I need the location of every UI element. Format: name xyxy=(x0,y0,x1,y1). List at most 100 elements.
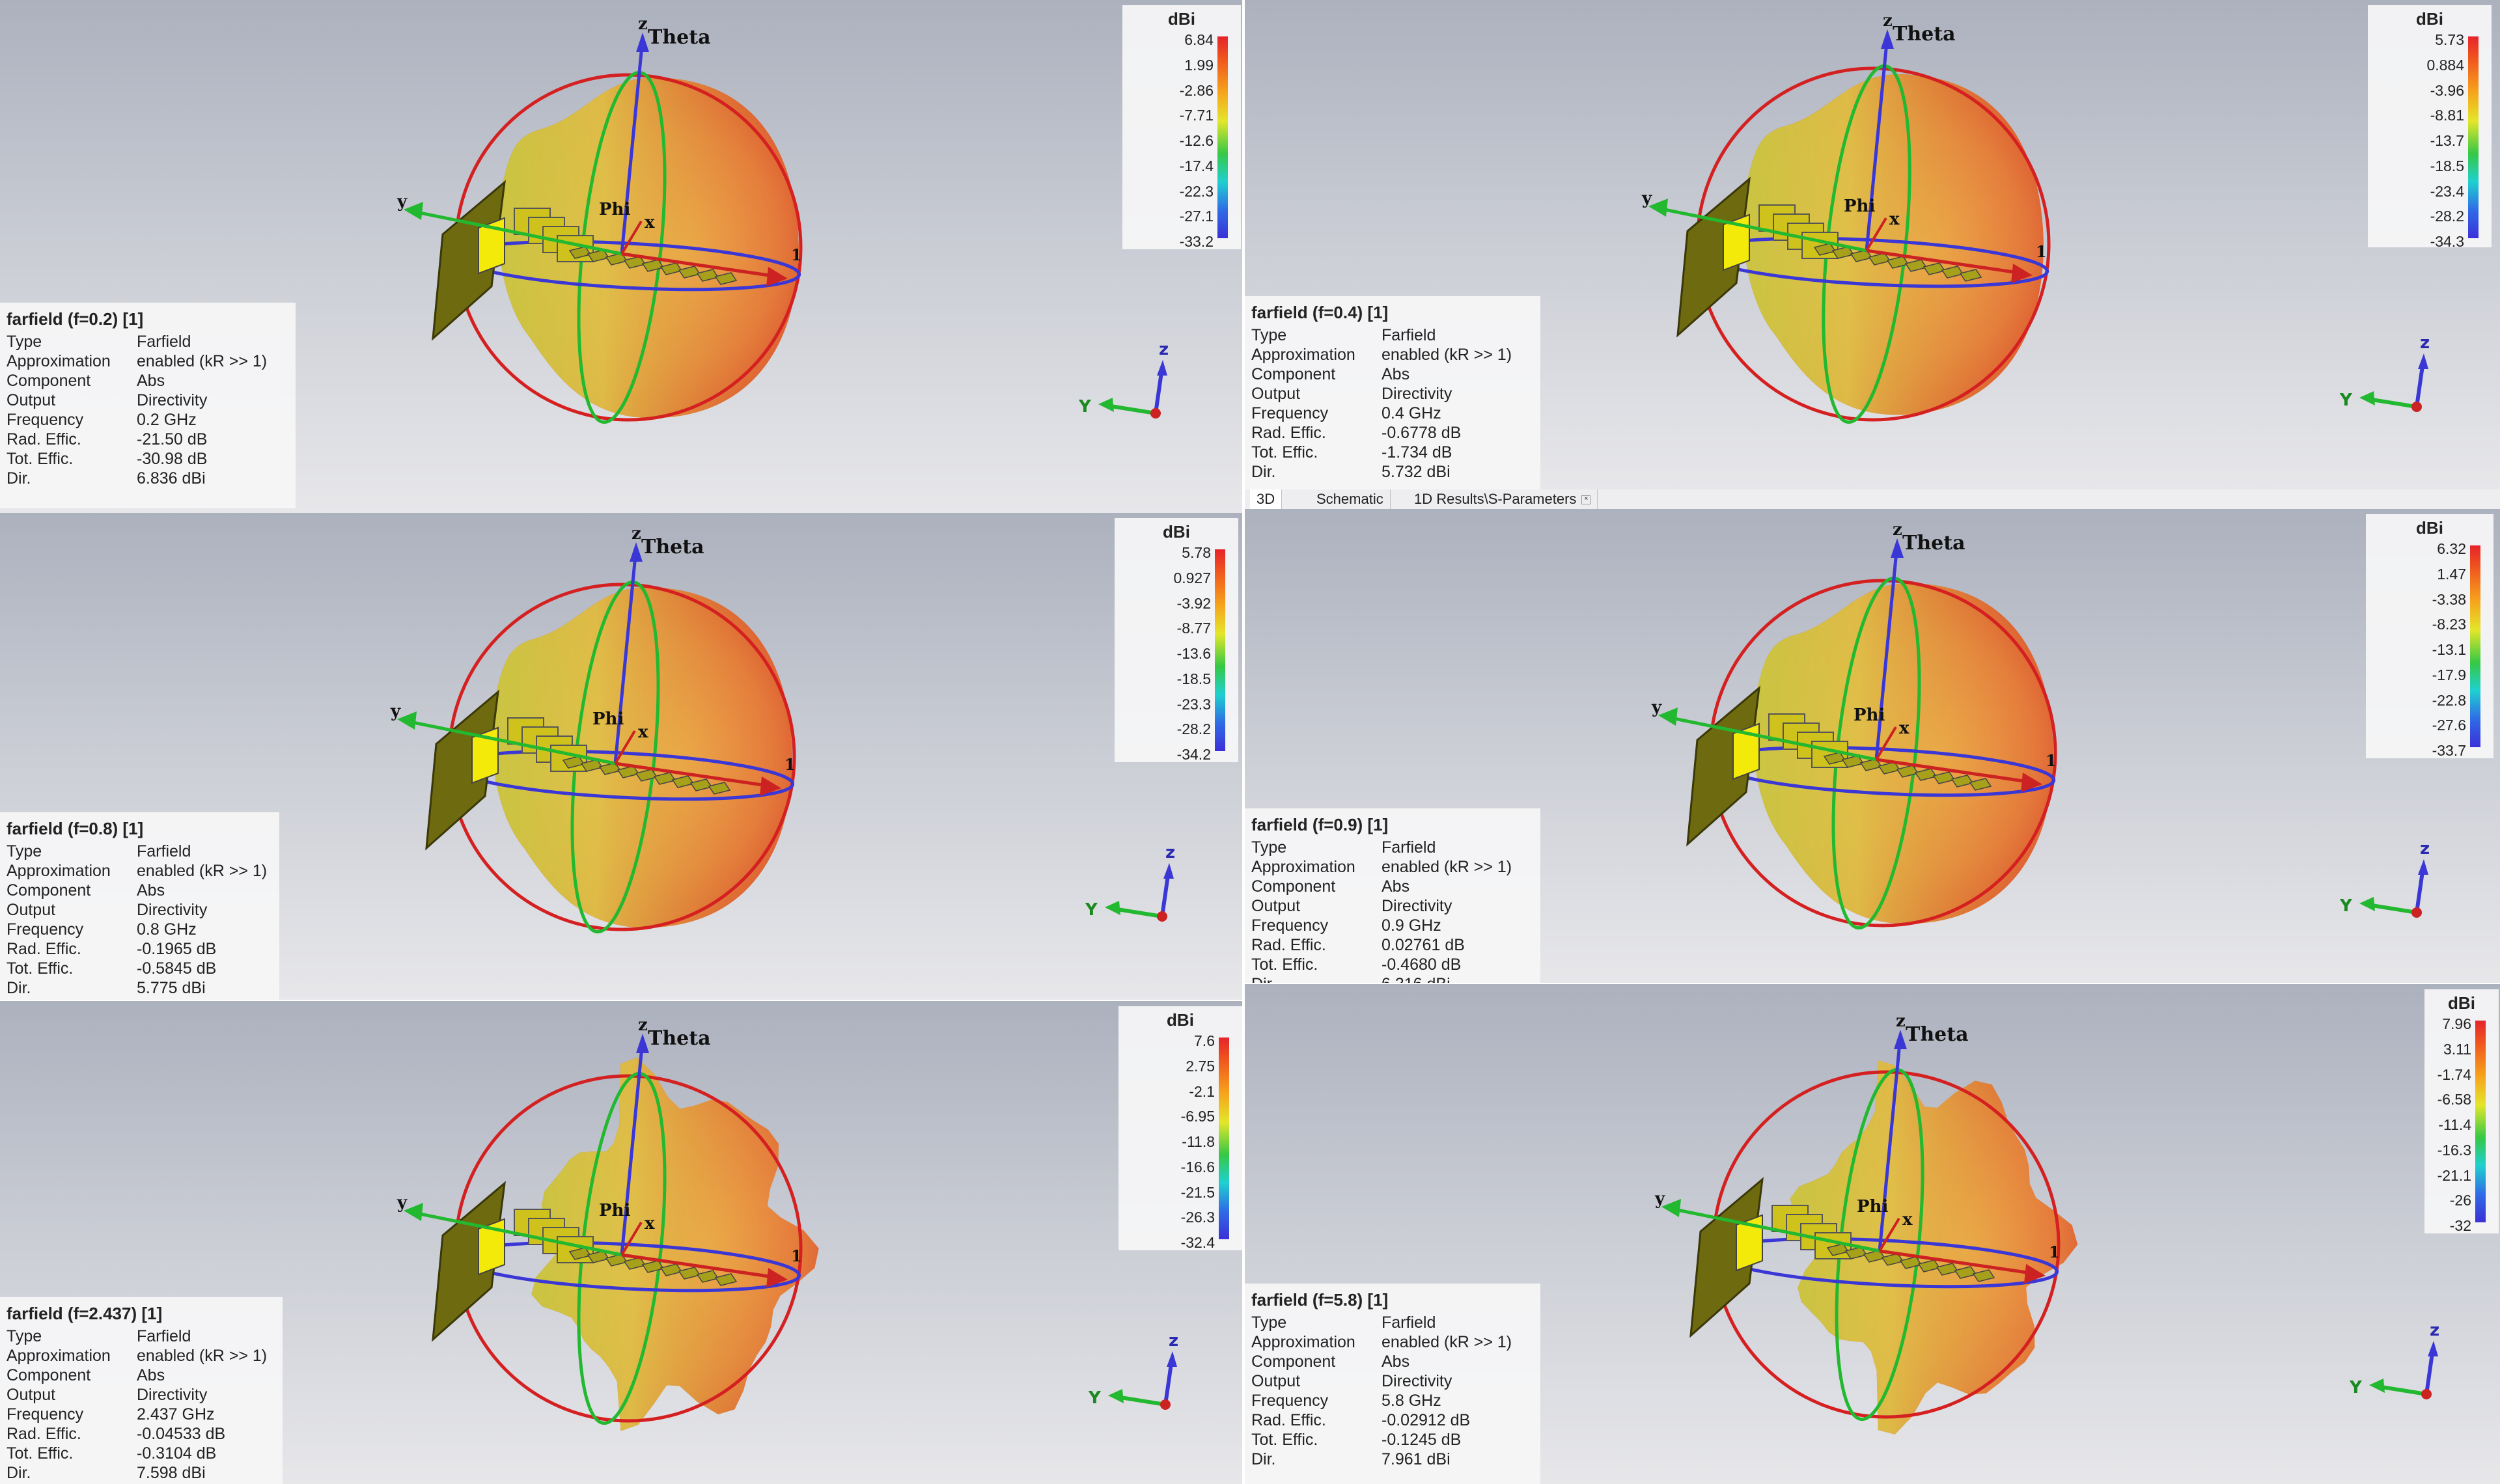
triad-x-dot xyxy=(1157,911,1167,922)
colorbar-legend: dBi 7.96 3.11 -1.74 -6.58 -11.4 -16.3 -21.1 -26 -… xyxy=(2424,989,2499,1234)
y-axis-arrow xyxy=(397,711,417,730)
tab-schematic[interactable]: Schematic xyxy=(1310,489,1391,509)
z-axis-label: z xyxy=(1883,11,1893,31)
info-row: Rad. Effic. -0.02912 dB xyxy=(1251,1410,1531,1430)
triad-y-label: Y xyxy=(2339,391,2353,410)
info-key: Dir. xyxy=(7,979,31,997)
tab-s-parameters[interactable]: 1D Results\S-Parameters × xyxy=(1408,489,1598,509)
colorbar-gradient xyxy=(2470,545,2480,747)
info-value: -30.98 dB xyxy=(137,450,208,468)
info-value: enabled (kR >> 1) xyxy=(1382,858,1512,876)
info-key: Component xyxy=(7,1366,91,1384)
colorbar-gradient xyxy=(1217,36,1228,238)
orientation-triad[interactable]: zY xyxy=(1085,843,1175,922)
triad-y-arrow xyxy=(1105,901,1120,915)
farfield-pattern-shading xyxy=(1753,583,2053,924)
x-axis-label: x xyxy=(645,1214,655,1233)
triad-y-label: Y xyxy=(1078,397,1092,417)
info-key: Type xyxy=(7,1327,42,1345)
farfield-viewport-1[interactable]: z Theta y Phi x 1 z Y dBi 6.84 1.99 -2.86 -7.71 -12.… xyxy=(0,0,1242,513)
orientation-triad[interactable]: zY xyxy=(2349,1321,2439,1399)
y-axis-label: y xyxy=(1654,1189,1665,1209)
info-row: Component Abs xyxy=(7,371,286,391)
info-row: Dir. 7.961 dBi xyxy=(1251,1450,1531,1469)
triad-x-dot xyxy=(1150,408,1161,419)
farfield-info-box: farfield (f=0.8) [1] Type Farfield Approxim… xyxy=(0,812,279,1000)
colorbar-gradient xyxy=(2468,36,2479,238)
colorbar-tick-label: -28.2 xyxy=(1176,721,1211,738)
info-row: Type Farfield xyxy=(1251,1313,1531,1332)
director-element xyxy=(708,782,731,795)
x-axis-label: x xyxy=(1902,1210,1913,1230)
close-tab-icon[interactable]: × xyxy=(1581,495,1591,505)
farfield-viewport-5[interactable]: z Theta y Phi x 1 z Y dBi 7.6 2.75 -2.1 -6.95 -11.8-… xyxy=(0,1001,1242,1484)
colorbar-legend: dBi 7.6 2.75 -2.1 -6.95 -11.8 -16.6 -21.5 -26.3 -… xyxy=(1118,1006,1242,1251)
colorbar-tick-label: 0.884 xyxy=(2426,56,2464,74)
info-value: Directivity xyxy=(1382,1372,1452,1390)
director-element xyxy=(1969,778,1992,791)
info-key: Approximation xyxy=(1251,1333,1355,1351)
farfield-viewport-2[interactable]: z Theta y Phi x 1 z Y dBi 5.73 0.884 -3.96 -8.81 -13… xyxy=(1245,0,2500,489)
colorbar-tick-label: -11.4 xyxy=(2438,1116,2471,1133)
info-row: Type Farfield xyxy=(7,1326,273,1346)
colorbar-tick-label: -33.7 xyxy=(2432,742,2466,759)
x-axis xyxy=(1876,758,2033,784)
y-axis-arrow xyxy=(1648,199,1668,217)
info-key: Frequency xyxy=(7,920,84,939)
info-value: Farfield xyxy=(1382,838,1436,857)
info-value: 2.437 GHz xyxy=(137,1405,215,1423)
colorbar-unit: dBi xyxy=(1163,522,1190,542)
info-key: Type xyxy=(1251,838,1287,857)
info-value: Abs xyxy=(1382,1353,1410,1371)
orientation-triad[interactable]: zY xyxy=(2339,839,2430,918)
info-value: Abs xyxy=(137,881,165,900)
farfield-viewport-3[interactable]: z Theta y Phi x 1 z Y dBi 5.78 0.927 -3.92 -8.77 -13… xyxy=(0,513,1242,1000)
info-key: Output xyxy=(7,391,56,409)
colorbar-tick-label: 7.6 xyxy=(1194,1032,1215,1049)
info-value: 7.961 dBi xyxy=(1382,1450,1451,1468)
y-axis-label: y xyxy=(396,1193,408,1213)
colorbar-tick-label: 5.73 xyxy=(2435,31,2464,48)
info-row: Dir.6.316 dBi xyxy=(1251,974,1531,983)
info-key: Dir. xyxy=(1251,1450,1276,1468)
info-key: Approximation xyxy=(1251,858,1355,876)
x-axis xyxy=(615,762,772,788)
colorbar-tick-label: 6.84 xyxy=(1184,31,1214,48)
tab-3d[interactable]: 3D xyxy=(1250,489,1283,509)
triad-y-axis xyxy=(1116,1395,1166,1407)
phi-label: Phi xyxy=(1857,1197,1888,1216)
info-row: Tot. Effic. -30.98 dB xyxy=(7,449,286,469)
colorbar-tick-label: -1.74 xyxy=(2437,1065,2471,1083)
x-axis xyxy=(1879,1249,2036,1276)
ground-plane xyxy=(1686,685,1760,847)
triad-y-axis xyxy=(1106,404,1156,415)
theta-label: Theta xyxy=(1902,532,1965,555)
colorbar-tick-label: -18.5 xyxy=(1176,670,1211,687)
y-axis xyxy=(406,719,616,765)
orientation-triad[interactable]: zY xyxy=(1088,1331,1178,1410)
info-row: Rad. Effic. -0.6778 dB xyxy=(1251,423,1531,443)
y-axis-arrow xyxy=(404,1203,423,1221)
info-value: Abs xyxy=(137,1366,165,1384)
info-row: Approximation enabled (kR >> 1) xyxy=(7,861,270,881)
info-row: Type Farfield xyxy=(1251,325,1531,345)
info-row: Dir. 5.732 dBi xyxy=(1251,462,1531,482)
orientation-triad[interactable]: zY xyxy=(1078,340,1169,419)
info-row: Type Farfield xyxy=(7,332,286,351)
orientation-triad[interactable]: zY xyxy=(2339,333,2430,412)
colorbar-tick-label: -6.58 xyxy=(2437,1091,2471,1108)
farfield-pattern-shading xyxy=(1790,1060,2078,1435)
info-value: -0.02912 dB xyxy=(1382,1411,1471,1429)
triad-z-arrow xyxy=(1167,1351,1177,1367)
y-axis-label: y xyxy=(1651,698,1662,717)
feed-block xyxy=(1736,1214,1763,1272)
info-key: Tot. Effic. xyxy=(1251,955,1318,974)
x-axis-inner xyxy=(1878,1217,1900,1252)
farfield-viewport-4[interactable]: z Theta y Phi x 1 z Y dBi 6.32 1.47 -3.38 -8.23 -13.… xyxy=(1245,509,2500,983)
farfield-viewport-6[interactable]: z Theta y Phi x 1 z Y dBi 7.96 3.11 -1.74 -6.58 -11.… xyxy=(1245,984,2500,1484)
info-key: Frequency xyxy=(1251,1392,1329,1410)
triad-y-arrow xyxy=(2359,391,2375,405)
info-value: 0.2 GHz xyxy=(137,411,197,429)
farfield-info-box: farfield (f=5.8) [1] Type Farfield Approxim… xyxy=(1245,1284,1540,1484)
triad-z-label: z xyxy=(2420,333,2430,353)
